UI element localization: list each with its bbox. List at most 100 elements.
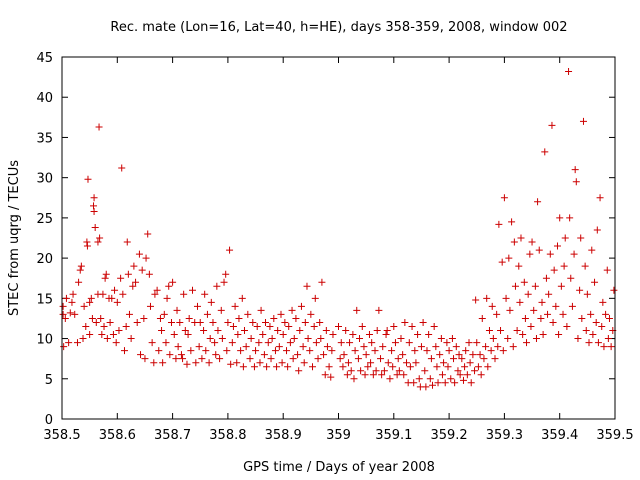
data-point: [602, 310, 610, 318]
data-point: [109, 331, 117, 339]
data-point: [583, 290, 591, 298]
y-tick-label: 5: [45, 373, 53, 388]
data-point: [192, 359, 200, 367]
x-tick-label: 359.1: [375, 428, 412, 443]
data-point: [436, 351, 444, 359]
data-point: [299, 343, 307, 351]
data-point: [90, 194, 98, 202]
data-point: [235, 314, 243, 322]
data-point: [343, 371, 351, 379]
data-point: [380, 367, 388, 375]
data-point: [125, 310, 133, 318]
data-point: [321, 371, 329, 379]
data-point: [249, 318, 257, 326]
data-point: [484, 363, 492, 371]
data-point: [456, 371, 464, 379]
data-point: [290, 335, 298, 343]
data-point: [271, 347, 279, 355]
data-point: [312, 339, 320, 347]
data-point: [574, 335, 582, 343]
y-tick-label: 15: [36, 292, 53, 307]
data-point: [115, 327, 123, 335]
data-point: [527, 322, 535, 330]
data-point: [489, 335, 497, 343]
data-point: [144, 230, 152, 238]
data-point: [159, 359, 167, 367]
data-point: [214, 327, 222, 335]
data-point: [257, 306, 265, 314]
data-point: [425, 331, 433, 339]
data-point: [430, 322, 438, 330]
data-point: [211, 339, 219, 347]
data-point: [455, 351, 463, 359]
data-point: [477, 371, 485, 379]
data-point: [556, 214, 564, 222]
data-point: [553, 242, 561, 250]
data-point: [79, 335, 87, 343]
data-point: [530, 306, 538, 314]
data-point: [429, 381, 437, 389]
data-point: [323, 343, 331, 351]
data-point: [240, 327, 248, 335]
data-point: [467, 379, 475, 387]
data-point: [555, 331, 563, 339]
data-point: [124, 270, 132, 278]
y-tick-label: 20: [36, 252, 53, 267]
data-point: [281, 318, 289, 326]
data-point: [174, 343, 182, 351]
data-point: [229, 322, 237, 330]
data-point: [267, 355, 275, 363]
x-tick-label: 359.4: [541, 428, 578, 443]
x-tick-label: 359.3: [486, 428, 523, 443]
data-point: [60, 343, 68, 351]
data-point: [101, 274, 109, 282]
x-tick-label: 358.5: [43, 428, 80, 443]
data-point: [596, 194, 604, 202]
y-tick-label: 25: [36, 212, 53, 227]
data-point: [268, 335, 276, 343]
data-point: [528, 238, 536, 246]
data-point: [83, 238, 91, 246]
data-point: [384, 359, 392, 367]
data-point: [237, 347, 245, 355]
data-point: [382, 331, 390, 339]
data-point: [440, 359, 448, 367]
data-point: [346, 339, 354, 347]
data-point: [294, 351, 302, 359]
data-point: [414, 331, 422, 339]
data-point: [273, 363, 281, 371]
data-point: [86, 331, 94, 339]
data-point: [410, 379, 418, 387]
data-point: [581, 262, 589, 270]
data-point: [510, 238, 518, 246]
data-point: [452, 343, 460, 351]
data-point: [582, 327, 590, 335]
data-point: [217, 306, 225, 314]
data-point: [502, 294, 510, 302]
data-point: [112, 339, 120, 347]
data-point: [451, 379, 459, 387]
data-point: [505, 254, 513, 262]
data-point: [426, 375, 434, 383]
data-point: [181, 327, 189, 335]
data-point: [141, 355, 149, 363]
data-point: [498, 258, 506, 266]
data-point: [137, 351, 145, 359]
data-point: [548, 121, 556, 129]
data-point: [223, 347, 231, 355]
data-point: [589, 331, 597, 339]
data-point: [76, 266, 84, 274]
data-point: [322, 327, 330, 335]
data-point: [123, 238, 131, 246]
data-point: [220, 278, 228, 286]
data-point: [592, 318, 600, 326]
data-point: [365, 331, 373, 339]
data-point: [180, 290, 188, 298]
data-point: [119, 290, 127, 298]
data-point: [432, 343, 440, 351]
data-point: [153, 286, 161, 294]
data-point: [386, 375, 394, 383]
data-point: [356, 335, 364, 343]
data-point: [604, 335, 612, 343]
data-point: [303, 282, 311, 290]
